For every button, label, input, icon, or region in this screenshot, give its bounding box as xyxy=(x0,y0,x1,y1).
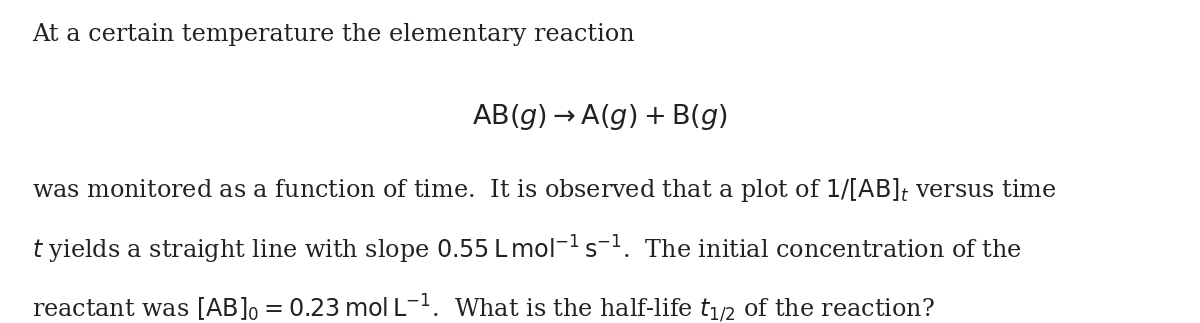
Text: was monitored as a function of time.  It is observed that a plot of $1/[\mathrm{: was monitored as a function of time. It … xyxy=(32,176,1057,204)
Text: $t$ yields a straight line with slope $0.55\,\mathrm{L\,mol^{-1}\,s^{-1}}$.  The: $t$ yields a straight line with slope $0… xyxy=(32,234,1022,266)
Text: reactant was $[\mathrm{AB}]_0 = 0.23\,\mathrm{mol\,L^{-1}}$.  What is the half-l: reactant was $[\mathrm{AB}]_0 = 0.23\,\m… xyxy=(32,292,935,323)
Text: $\mathrm{AB}(g) \rightarrow \mathrm{A}(g) + \mathrm{B}(g)$: $\mathrm{AB}(g) \rightarrow \mathrm{A}(g… xyxy=(472,102,728,132)
Text: At a certain temperature the elementary reaction: At a certain temperature the elementary … xyxy=(32,23,635,46)
